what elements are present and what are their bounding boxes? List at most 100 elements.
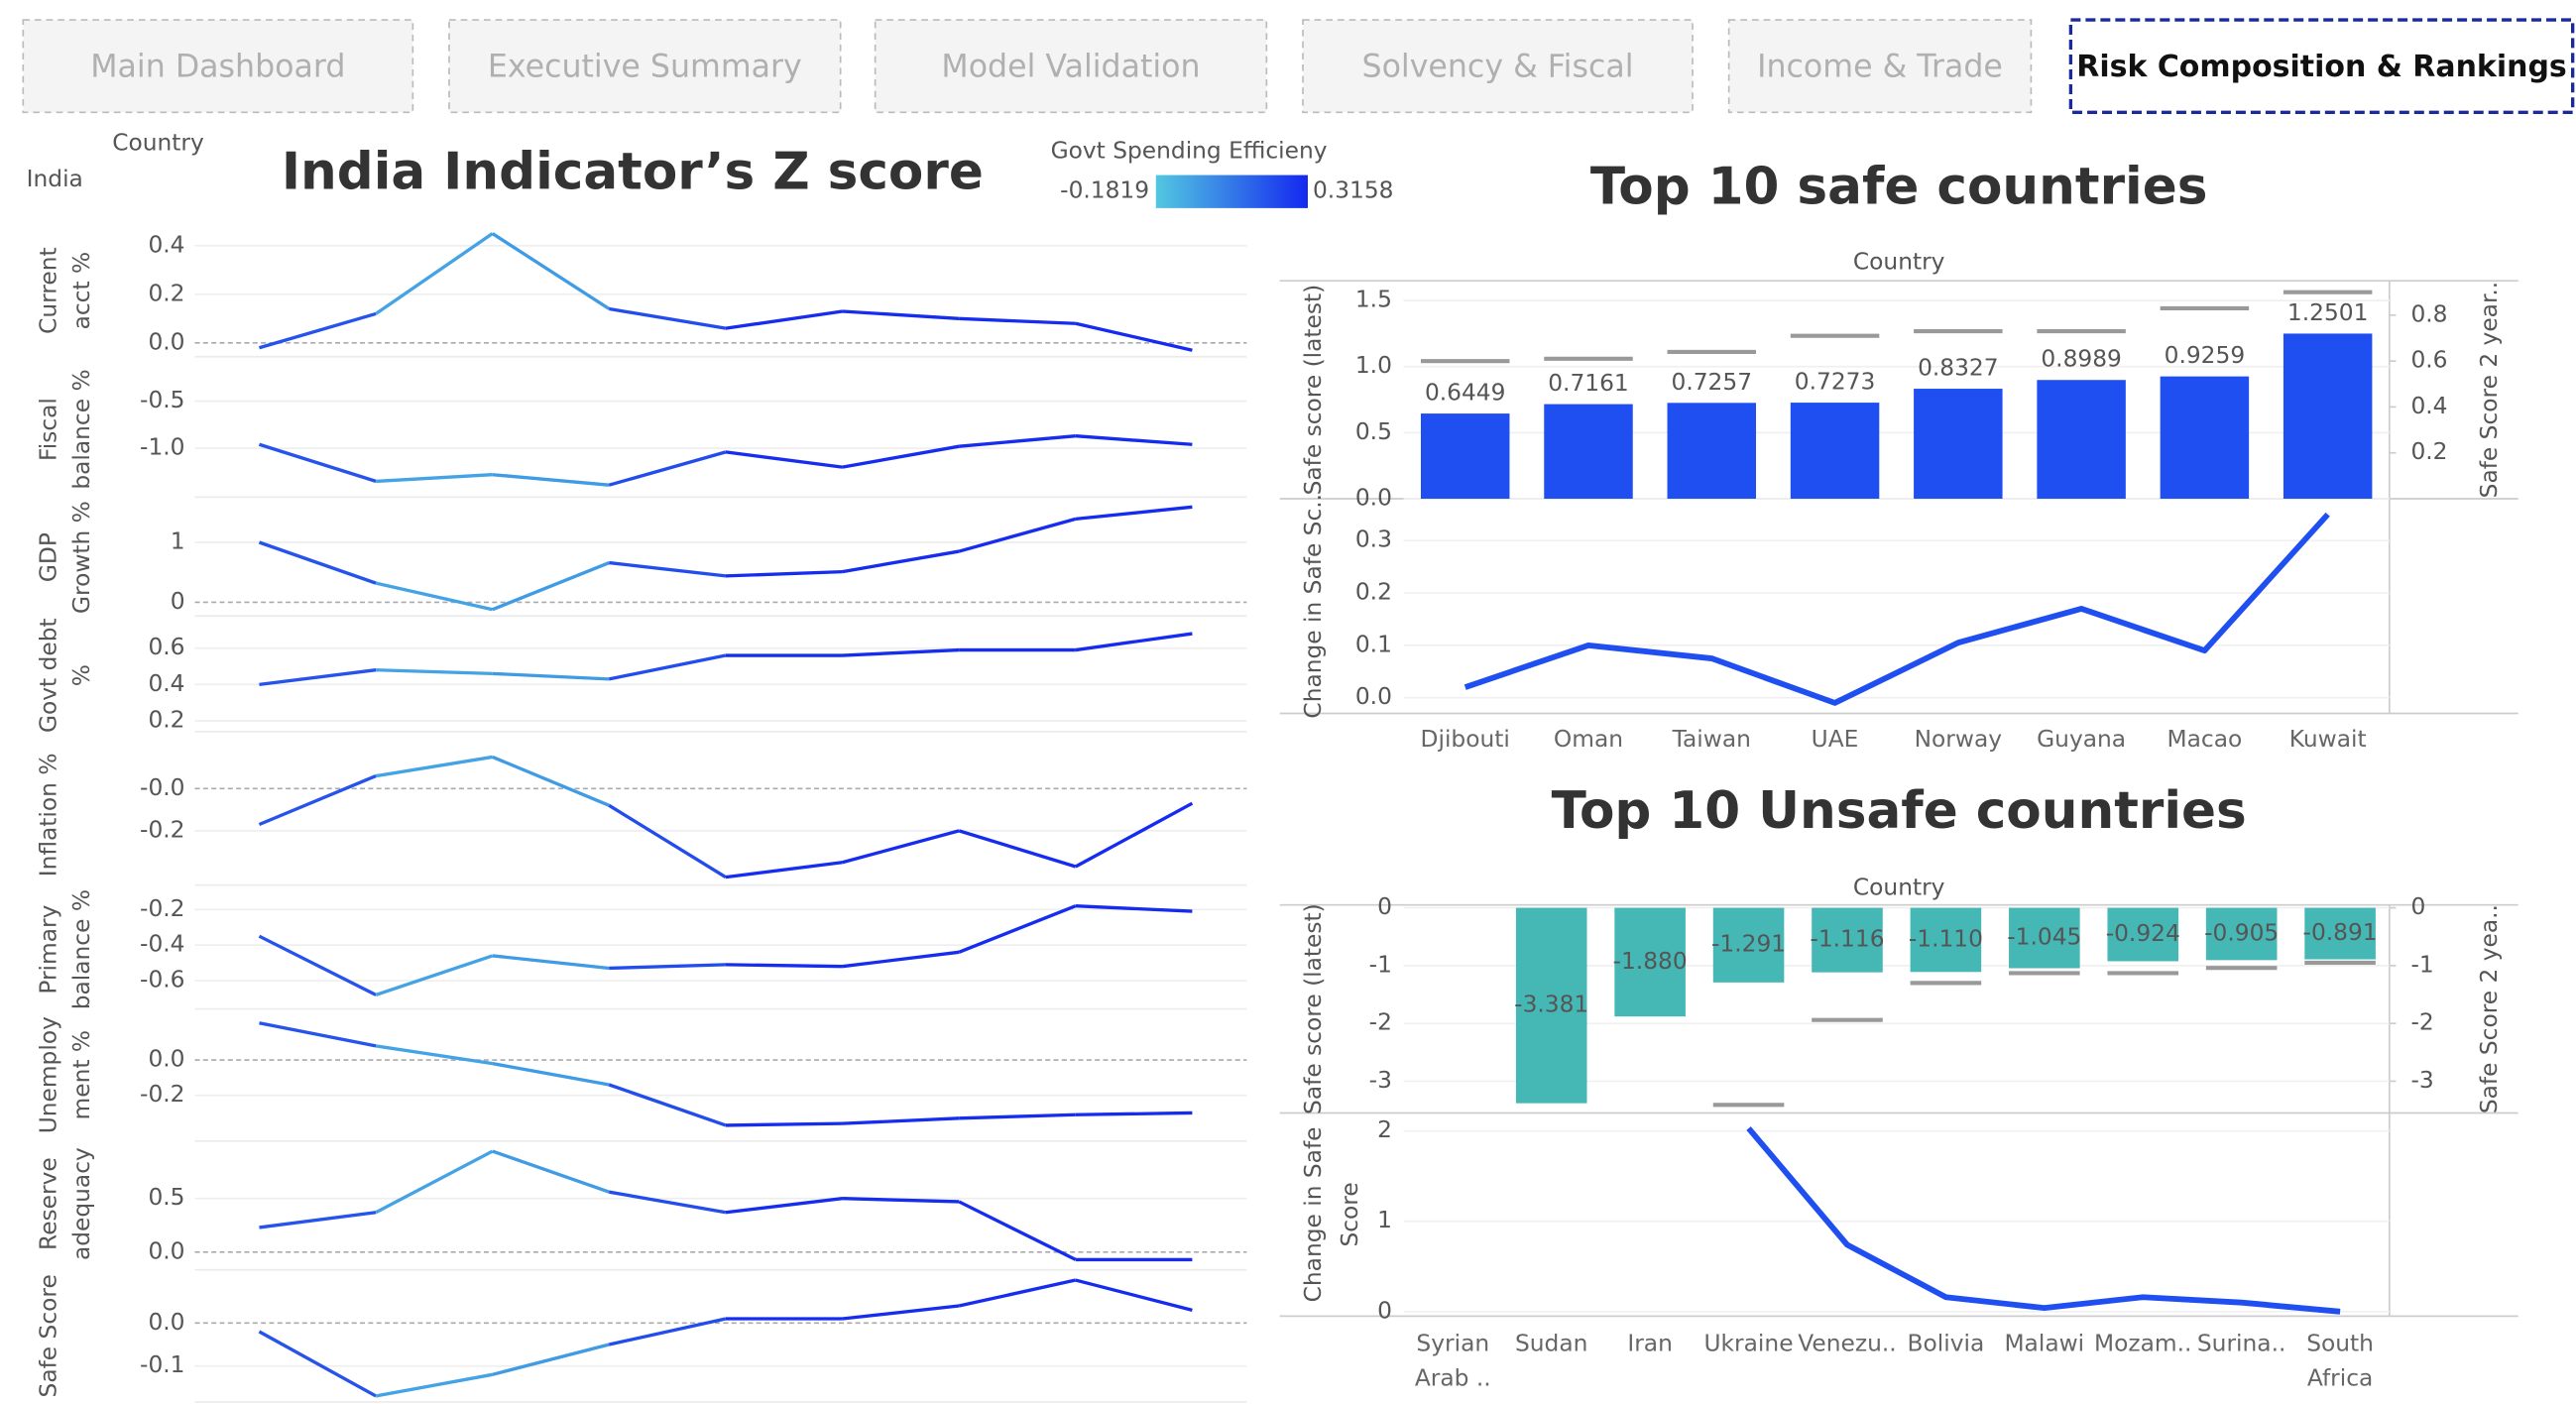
line-segment bbox=[375, 473, 493, 484]
axis-title: Score bbox=[1337, 1182, 1363, 1246]
line-segment bbox=[842, 444, 960, 469]
nav-tab-label[interactable]: Executive Summary bbox=[488, 49, 802, 84]
nav-tab-label[interactable]: Income & Trade bbox=[1757, 49, 2003, 84]
line-segment bbox=[492, 473, 610, 487]
y-tick-label: 1 bbox=[1377, 1207, 1392, 1233]
line-segment bbox=[375, 1372, 494, 1398]
bar bbox=[1667, 403, 1757, 499]
nav-tab[interactable] bbox=[1727, 19, 2033, 114]
line-segment bbox=[492, 671, 610, 681]
nav-tab[interactable] bbox=[2068, 18, 2575, 114]
panel-label: GDP bbox=[35, 532, 61, 582]
line-segment bbox=[1075, 1278, 1193, 1312]
line-segment bbox=[375, 954, 494, 996]
chart-title: Top 10 Unsafe countries bbox=[1552, 781, 2247, 841]
y-tick-label: -0.6 bbox=[140, 967, 184, 994]
axis-title: Safe score (latest) bbox=[1300, 903, 1327, 1114]
y-tick-label: 0 bbox=[1377, 893, 1392, 920]
panel-label: % bbox=[68, 664, 95, 686]
value-label: 1.2501 bbox=[2287, 299, 2369, 326]
bar bbox=[1910, 907, 1982, 973]
line-segment bbox=[491, 232, 611, 310]
line-segment bbox=[725, 569, 843, 578]
y-tick-label: 0.0 bbox=[148, 1309, 184, 1336]
panel-label: Unemploy bbox=[35, 1016, 61, 1133]
x-tick-text: Kuwait bbox=[2288, 726, 2367, 754]
nav-tab-label[interactable]: Solvency & Fiscal bbox=[1362, 49, 1634, 84]
x-tick-text: Norway bbox=[1914, 726, 2003, 754]
y-tick-label: 0 bbox=[171, 588, 185, 615]
bar bbox=[2304, 907, 2376, 960]
nav-tab-label[interactable]: Risk Composition & Rankings bbox=[2076, 50, 2566, 84]
y-tick-label: 0.5 bbox=[1355, 418, 1392, 445]
y-tick-label: 0.3 bbox=[1355, 526, 1392, 553]
y-tick-label: 0.2 bbox=[1355, 579, 1392, 606]
line-segment bbox=[1075, 505, 1193, 522]
line-segment bbox=[608, 1083, 727, 1127]
line-segment bbox=[258, 1330, 377, 1398]
x-tick-text: Venezu.. bbox=[1798, 1331, 1897, 1357]
axis-title: Safe Score 2 yea.. bbox=[2476, 904, 2503, 1113]
x-tick-text: South Africa bbox=[2306, 1331, 2374, 1392]
panel-label: Fiscal bbox=[35, 398, 61, 461]
line-segment bbox=[1075, 904, 1193, 913]
y-tick-label: 0.4 bbox=[148, 670, 184, 697]
line-segment bbox=[842, 950, 960, 969]
x-axis-title: Country bbox=[1853, 248, 1945, 275]
x-tick-label: Bolivia bbox=[1907, 1331, 1984, 1357]
value-label: 0.7257 bbox=[1672, 369, 1753, 396]
line-segment bbox=[492, 561, 610, 612]
y-tick-label: 0.8 bbox=[2410, 300, 2447, 327]
value-label: -1.045 bbox=[2007, 924, 2081, 951]
x-tick-label: Kuwait bbox=[2288, 726, 2367, 754]
line-segment bbox=[258, 774, 377, 827]
line-segment bbox=[492, 755, 610, 807]
line-segment bbox=[609, 1190, 727, 1215]
change-line bbox=[1464, 512, 2330, 706]
bar bbox=[2009, 907, 2080, 969]
x-tick-text: Guyana bbox=[2037, 726, 2127, 754]
filter-value[interactable]: India bbox=[27, 166, 83, 192]
change-line bbox=[1746, 1126, 2341, 1315]
y-tick-label: -0.2 bbox=[140, 1081, 184, 1108]
legend-max: 0.3158 bbox=[1313, 177, 1394, 204]
y-tick-label: 1 bbox=[171, 527, 185, 554]
nav-tab[interactable] bbox=[874, 19, 1268, 114]
line-segment bbox=[375, 1044, 493, 1066]
line-segment bbox=[376, 668, 493, 676]
nav-tab[interactable] bbox=[1302, 19, 1694, 114]
line-segment bbox=[958, 829, 1077, 869]
line-segment bbox=[725, 1121, 843, 1127]
line-segment bbox=[725, 309, 843, 330]
nav-tab-label[interactable]: Main Dashboard bbox=[90, 49, 345, 84]
nav-tab[interactable] bbox=[448, 19, 842, 114]
y-tick-label: -3 bbox=[1369, 1067, 1392, 1094]
line-segment bbox=[842, 1116, 960, 1125]
line-segment bbox=[608, 1317, 727, 1346]
value-label: 0.7273 bbox=[1795, 369, 1876, 396]
value-label: -3.381 bbox=[1514, 992, 1588, 1018]
nav-tab[interactable] bbox=[22, 19, 414, 114]
nav-tab-label[interactable]: Model Validation bbox=[941, 49, 1200, 84]
line-segment bbox=[725, 450, 843, 469]
value-label: -0.924 bbox=[2106, 920, 2180, 947]
y-tick-label: 0.1 bbox=[1355, 631, 1392, 657]
x-tick-label: Oman bbox=[1554, 727, 1623, 754]
line-segment bbox=[725, 963, 843, 969]
y-tick-label: 1.0 bbox=[1355, 352, 1392, 379]
axis-title: Change in Safe Sc.. bbox=[1300, 494, 1327, 719]
legend-title: Govt Spending Efficieny bbox=[1051, 138, 1328, 165]
line-segment bbox=[258, 442, 377, 483]
value-label: -0.905 bbox=[2204, 919, 2279, 946]
bar bbox=[2205, 907, 2278, 961]
line-segment bbox=[609, 306, 727, 330]
panel-label: balance % bbox=[68, 889, 95, 1009]
panel-label: Safe Score bbox=[35, 1274, 61, 1397]
y-tick-label: 0.5 bbox=[148, 1184, 184, 1211]
x-tick-label: Norway bbox=[1914, 726, 2003, 754]
x-tick-label: Iran bbox=[1627, 1331, 1673, 1357]
value-label: -0.891 bbox=[2303, 919, 2378, 946]
line-segment bbox=[842, 549, 960, 574]
line-segment bbox=[725, 1197, 843, 1215]
